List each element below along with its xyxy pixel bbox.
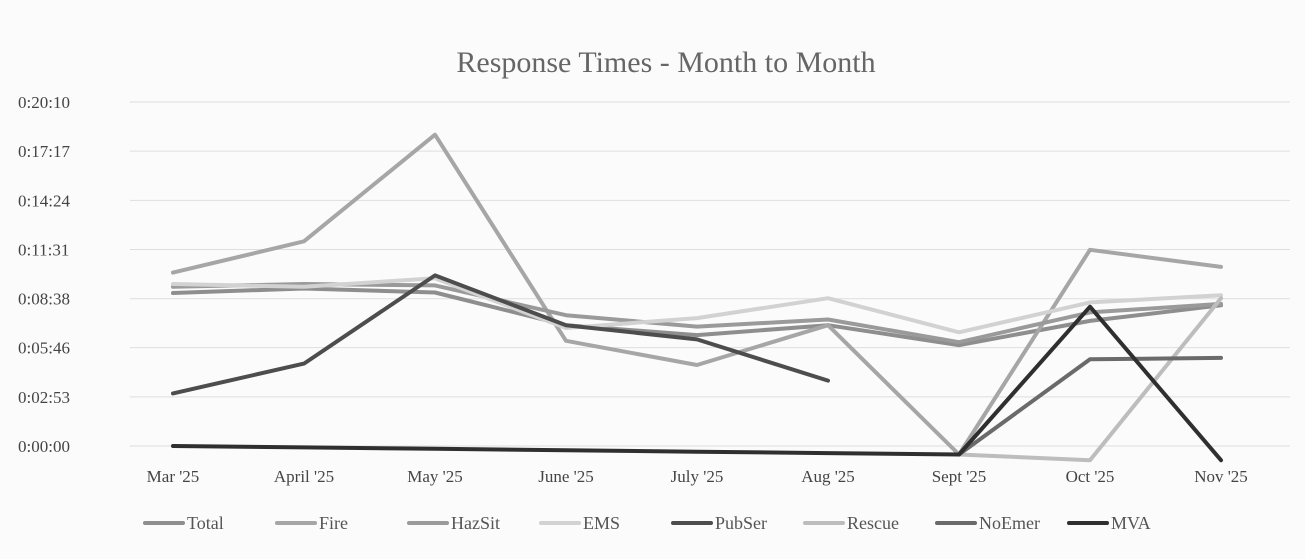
data-point-total xyxy=(1090,320,1091,321)
series-fire xyxy=(173,134,1222,455)
data-point-mva xyxy=(566,450,567,451)
data-point-mva xyxy=(959,454,960,455)
grid-lines xyxy=(130,102,1290,446)
data-point-mva xyxy=(435,448,436,449)
data-point-ems xyxy=(566,328,567,329)
data-point-ems xyxy=(1090,302,1091,303)
y-axis-ticks: 0:20:10 0:17:17 0:14:24 0:11:31 0:08:38 0:05:… xyxy=(18,93,70,456)
data-point-mva xyxy=(304,447,305,448)
chart-title: Response Times - Month to Month xyxy=(456,46,875,79)
x-tick-label: April '25 xyxy=(274,467,334,486)
data-point-fire xyxy=(304,241,305,242)
legend: Total Fire HazSit EMS PubSer Rescue NoEmer MVA xyxy=(145,513,1151,533)
y-tick-label: 0:02:53 xyxy=(18,388,70,407)
data-point-fire xyxy=(1221,266,1222,267)
data-point-pubser xyxy=(173,393,174,394)
data-point-hazsit xyxy=(566,315,567,316)
y-tick-label: 0:14:24 xyxy=(18,191,70,210)
x-tick-label: Sept '25 xyxy=(932,467,987,486)
series-line-fire xyxy=(173,135,1221,455)
series-lines xyxy=(173,134,1222,461)
data-point-hazsit xyxy=(959,342,960,343)
data-point-ems xyxy=(959,332,960,333)
legend-item-rescue: Rescue xyxy=(805,513,899,533)
data-point-hazsit xyxy=(173,286,174,287)
y-tick-label: 0:05:46 xyxy=(18,339,70,358)
data-point-total xyxy=(435,292,436,293)
legend-label: Rescue xyxy=(847,513,899,533)
data-point-hazsit xyxy=(828,319,829,320)
data-point-ems xyxy=(828,298,829,299)
x-tick-label: Oct '25 xyxy=(1066,467,1115,486)
data-point-pubser xyxy=(566,325,567,326)
x-tick-label: July '25 xyxy=(671,467,724,486)
series-line-mva xyxy=(173,307,1221,461)
data-point-noemer xyxy=(1090,359,1091,360)
x-axis-ticks: Mar '25 April '25 May '25 June '25 July '25 A… xyxy=(147,467,1248,486)
data-point-hazsit xyxy=(1090,312,1091,313)
series-mva xyxy=(173,306,1222,461)
data-point-ems xyxy=(1221,295,1222,296)
data-point-hazsit xyxy=(304,283,305,284)
data-point-pubser xyxy=(697,339,698,340)
x-tick-label: Mar '25 xyxy=(147,467,200,486)
data-point-mva xyxy=(1090,306,1091,307)
data-point-hazsit xyxy=(1221,303,1222,304)
legend-label: Total xyxy=(187,513,224,533)
data-point-rescue xyxy=(1221,298,1222,299)
data-point-total xyxy=(697,335,698,336)
legend-label: PubSer xyxy=(715,513,767,533)
data-point-ems xyxy=(173,283,174,284)
legend-item-ems: EMS xyxy=(541,513,620,533)
legend-label: NoEmer xyxy=(979,513,1040,533)
legend-label: Fire xyxy=(319,513,348,533)
legend-item-hazsit: HazSit xyxy=(409,513,500,533)
legend-item-fire: Fire xyxy=(277,513,348,533)
data-point-fire xyxy=(1090,249,1091,250)
y-tick-label: 0:17:17 xyxy=(18,142,70,161)
data-point-fire xyxy=(173,272,174,273)
data-point-mva xyxy=(1221,460,1222,461)
data-point-mva xyxy=(697,451,698,452)
data-point-rescue xyxy=(1090,460,1091,461)
y-tick-label: 0:20:10 xyxy=(18,93,70,112)
data-point-fire xyxy=(697,364,698,365)
legend-label: HazSit xyxy=(451,513,500,533)
legend-label: MVA xyxy=(1111,513,1151,533)
data-point-total xyxy=(173,293,174,294)
x-tick-label: May '25 xyxy=(407,467,462,486)
data-point-pubser xyxy=(435,275,436,276)
legend-item-pubser: PubSer xyxy=(673,513,767,533)
y-tick-label: 0:11:31 xyxy=(18,241,69,260)
data-point-pubser xyxy=(828,380,829,381)
data-point-hazsit xyxy=(697,326,698,327)
series-line-noemer xyxy=(959,358,1221,455)
data-point-fire xyxy=(435,134,436,135)
legend-item-total: Total xyxy=(145,513,224,533)
x-tick-label: June '25 xyxy=(538,467,593,486)
data-point-ems xyxy=(304,286,305,287)
data-point-pubser xyxy=(304,363,305,364)
legend-item-mva: MVA xyxy=(1069,513,1151,533)
legend-label: EMS xyxy=(583,513,620,533)
y-tick-label: 0:08:38 xyxy=(18,290,70,309)
series-noemer xyxy=(959,357,1222,455)
data-point-ems xyxy=(697,318,698,319)
data-point-total xyxy=(959,345,960,346)
data-point-mva xyxy=(173,446,174,447)
data-point-fire xyxy=(566,340,567,341)
y-tick-label: 0:00:00 xyxy=(18,437,70,456)
data-point-fire xyxy=(828,325,829,326)
data-point-hazsit xyxy=(435,285,436,286)
data-point-mva xyxy=(828,453,829,454)
x-tick-label: Nov '25 xyxy=(1194,467,1248,486)
data-point-noemer xyxy=(1221,357,1222,358)
legend-item-noemer: NoEmer xyxy=(937,513,1040,533)
x-tick-label: Aug '25 xyxy=(801,467,855,486)
